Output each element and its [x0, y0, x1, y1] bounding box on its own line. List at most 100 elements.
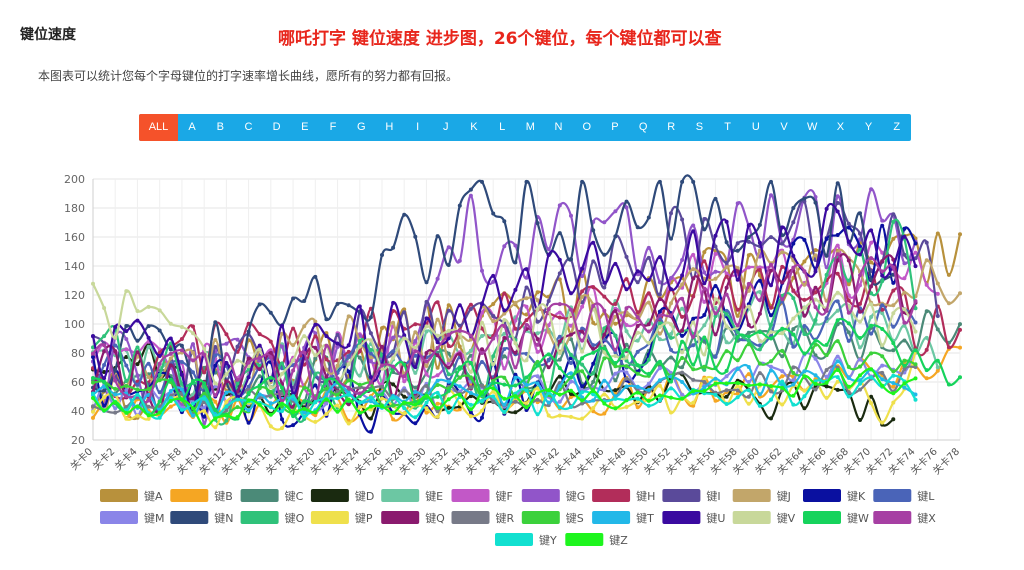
series-键X — [91, 252, 918, 404]
tab-key-t[interactable]: T — [724, 121, 732, 133]
legend-item[interactable]: 键X — [873, 511, 936, 525]
tab-key-b[interactable]: B — [216, 121, 224, 133]
tab-key-o[interactable]: O — [582, 121, 591, 133]
legend-item[interactable]: 键B — [170, 489, 233, 503]
data-point — [702, 270, 707, 275]
tab-key-n[interactable]: N — [554, 121, 563, 133]
legend-item[interactable]: 键L — [873, 489, 935, 503]
tab-all[interactable]: ALL — [139, 114, 178, 141]
tab-key-g[interactable]: G — [356, 121, 366, 133]
data-point — [146, 324, 151, 329]
tab-key-q[interactable]: Q — [638, 121, 648, 133]
data-point — [524, 382, 529, 387]
data-point — [913, 397, 918, 402]
tab-key-i[interactable]: I — [416, 121, 420, 133]
tab-key-l[interactable]: L — [499, 121, 506, 133]
legend-item[interactable]: 键Y — [495, 533, 557, 547]
tab-key-k[interactable]: K — [470, 121, 478, 133]
tab-key-z[interactable]: Z — [893, 121, 901, 133]
data-point — [457, 407, 462, 412]
legend-item[interactable]: 键K — [803, 489, 866, 503]
tab-key-f[interactable]: F — [329, 121, 337, 133]
legend-item[interactable]: 键P — [310, 511, 373, 525]
tab-key-r[interactable]: R — [667, 121, 676, 133]
legend-item[interactable]: 键O — [240, 511, 305, 525]
data-point — [635, 349, 640, 354]
tab-key-h[interactable]: H — [385, 121, 394, 133]
data-point — [624, 347, 629, 352]
data-point — [491, 314, 496, 319]
data-point — [168, 347, 173, 352]
tab-key-v[interactable]: V — [780, 121, 788, 133]
data-point — [713, 366, 718, 371]
legend-item[interactable]: 键G — [521, 489, 586, 503]
tab-key-x[interactable]: X — [836, 121, 845, 133]
data-point — [835, 201, 840, 205]
tab-key-p[interactable]: P — [611, 121, 619, 133]
data-point — [880, 223, 885, 228]
data-point — [891, 369, 896, 374]
data-point — [402, 336, 407, 341]
series-键Z — [91, 367, 918, 429]
tab-key-w[interactable]: W — [807, 121, 818, 133]
data-point — [402, 307, 407, 312]
data-point — [780, 225, 785, 230]
legend-item[interactable]: 键W — [803, 511, 869, 525]
data-point — [480, 398, 484, 403]
legend-item[interactable]: 键A — [100, 489, 163, 503]
tab-key-u[interactable]: U — [751, 121, 760, 133]
tab-key-y[interactable]: Y — [864, 121, 873, 133]
legend-item[interactable]: 键Z — [565, 533, 628, 547]
data-point — [635, 396, 640, 401]
data-point — [724, 308, 729, 313]
legend-item[interactable]: 键C — [240, 489, 304, 503]
tab-key-d[interactable]: D — [272, 121, 281, 133]
tab-key-m[interactable]: M — [525, 121, 535, 133]
data-point — [769, 193, 773, 198]
data-point — [246, 356, 251, 361]
data-point — [280, 417, 284, 422]
tab-key-s[interactable]: S — [695, 121, 704, 133]
data-point — [302, 399, 307, 404]
data-point — [746, 394, 751, 399]
data-point — [724, 381, 729, 386]
legend-item[interactable]: 键M — [100, 511, 165, 525]
tab-key-c[interactable]: C — [244, 121, 253, 133]
data-point — [891, 288, 896, 293]
data-point — [757, 268, 762, 272]
tab-key-e[interactable]: E — [301, 121, 309, 133]
data-point — [835, 339, 840, 344]
legend-item[interactable]: 键T — [592, 511, 654, 525]
data-point — [635, 384, 640, 389]
data-point — [835, 209, 840, 214]
legend-item[interactable]: 键D — [310, 489, 374, 503]
tab-key-a[interactable]: A — [188, 121, 196, 133]
tab-key-j[interactable]: J — [443, 121, 449, 133]
legend-item[interactable]: 键E — [381, 489, 443, 503]
legend-item[interactable]: 键I — [662, 489, 721, 503]
data-point — [368, 359, 373, 364]
data-point — [368, 355, 373, 360]
data-point — [835, 318, 840, 323]
legend-item[interactable]: 键Q — [381, 511, 445, 525]
legend-item[interactable]: 键V — [732, 511, 796, 525]
legend-item[interactable]: 键U — [662, 511, 725, 525]
data-point — [357, 355, 362, 360]
legend-item[interactable]: 键S — [521, 511, 584, 525]
data-point — [869, 240, 874, 245]
legend-label: 键Y — [539, 533, 557, 547]
data-point — [435, 390, 440, 395]
data-point — [713, 252, 718, 256]
data-point — [713, 392, 718, 397]
data-point — [746, 288, 751, 293]
data-point — [135, 392, 140, 397]
legend-item[interactable]: 键F — [451, 489, 513, 503]
data-point — [424, 400, 429, 405]
data-point — [224, 418, 229, 423]
legend-item[interactable]: 键H — [592, 489, 655, 503]
legend-item[interactable]: 键J — [732, 489, 791, 503]
data-point — [513, 243, 518, 248]
legend-item[interactable]: 键R — [451, 511, 515, 525]
data-point — [557, 374, 562, 379]
legend-item[interactable]: 键N — [170, 511, 234, 525]
